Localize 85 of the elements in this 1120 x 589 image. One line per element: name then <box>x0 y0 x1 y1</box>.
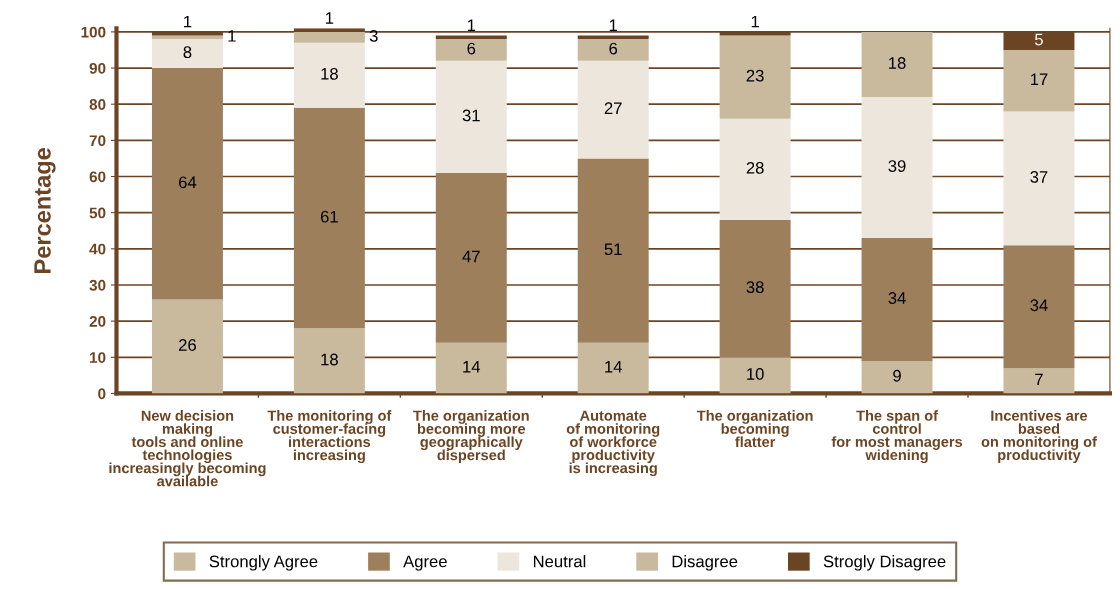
data-label: 37 <box>1030 170 1048 183</box>
x-tick-label: New decision making tools and online technologies increasingly becoming available <box>109 410 266 487</box>
data-label: 18 <box>321 353 338 366</box>
bar <box>577 39 649 61</box>
bar <box>861 360 933 394</box>
data-label: 61 <box>320 210 338 223</box>
bar <box>293 42 365 108</box>
y-tick-label: 30 <box>89 279 106 291</box>
data-label: 39 <box>888 160 906 172</box>
data-label: 18 <box>889 57 906 69</box>
bar <box>1003 111 1075 246</box>
data-label: 1 <box>609 19 618 31</box>
bar <box>719 219 791 358</box>
data-label: 64 <box>179 176 197 189</box>
x-tick-label: Automate of monitoring of workforce productivity is increasing <box>566 410 660 477</box>
bar <box>435 172 507 343</box>
x-tick-label: The span of control for most managers widening <box>831 410 963 464</box>
bar <box>435 39 507 61</box>
y-axis-title: Percentage <box>34 148 56 273</box>
data-label: 28 <box>746 161 764 174</box>
y-tick-label: 10 <box>90 352 106 363</box>
data-label: 18 <box>321 67 338 80</box>
data-label: 14 <box>463 360 481 373</box>
y-tick-label: 20 <box>89 316 106 327</box>
bar <box>719 35 791 119</box>
y-tick-label: 90 <box>89 62 106 74</box>
legend-label: Strogly Disagree <box>823 555 946 571</box>
data-label: 27 <box>604 102 622 114</box>
data-label: 5 <box>1034 33 1043 46</box>
bar <box>293 107 365 329</box>
bar <box>151 39 223 69</box>
legend-label: Agree <box>403 555 447 571</box>
y-tick-label: 70 <box>89 135 106 147</box>
bar <box>577 342 649 394</box>
data-label: 1 <box>184 15 192 28</box>
legend-label: Strongly Agree <box>209 555 318 571</box>
legend-label: Neutral <box>533 555 586 568</box>
bar <box>1003 49 1075 112</box>
bar <box>435 60 507 173</box>
data-label: 6 <box>467 42 476 55</box>
bar <box>719 357 791 394</box>
data-label: 8 <box>183 46 192 59</box>
x-tick-label: The monitoring of customer-facing interactions increasing <box>267 410 392 464</box>
data-label: 23 <box>746 69 764 82</box>
data-label: 6 <box>609 42 618 55</box>
data-label: 34 <box>1030 299 1048 312</box>
data-label: 1 <box>467 19 476 31</box>
y-tick-label: 100 <box>81 26 106 38</box>
bar <box>151 68 223 300</box>
y-tick-label: 40 <box>89 243 106 255</box>
data-label: 51 <box>604 243 622 256</box>
data-label: 31 <box>462 109 480 122</box>
data-label: 3 <box>369 29 378 42</box>
bar <box>151 299 223 394</box>
bar <box>861 96 933 238</box>
data-label: 1 <box>751 15 759 28</box>
x-tick-label: The organization becoming flatter <box>696 410 813 448</box>
bar <box>1003 245 1075 369</box>
y-tick-label: 60 <box>89 171 106 183</box>
y-tick-label: 50 <box>89 207 106 219</box>
legend-label: Disagree <box>672 555 738 571</box>
bar <box>293 31 365 43</box>
bar <box>577 60 649 159</box>
bar <box>293 328 365 394</box>
y-tick-label: 0 <box>98 388 106 400</box>
bar <box>861 237 933 361</box>
data-label: 17 <box>1030 73 1048 86</box>
data-label: 47 <box>462 250 480 263</box>
data-label: 1 <box>326 12 334 24</box>
bar <box>719 118 791 220</box>
bar <box>435 342 507 394</box>
data-label: 7 <box>1035 373 1043 386</box>
data-label: 1 <box>228 30 236 42</box>
data-label: 38 <box>746 281 764 294</box>
bar <box>577 158 649 343</box>
data-label: 10 <box>747 368 764 380</box>
x-tick-label: The organization becoming more geographically dispersed <box>413 410 529 464</box>
bar <box>1003 368 1075 394</box>
data-label: 14 <box>605 360 622 373</box>
x-tick-label: Incentives are based on monitoring of productivity <box>981 410 1097 463</box>
y-tick-label: 80 <box>89 99 106 110</box>
data-label: 9 <box>893 369 901 382</box>
data-label: 26 <box>179 339 196 351</box>
bar <box>861 31 933 97</box>
data-label: 34 <box>888 292 906 304</box>
